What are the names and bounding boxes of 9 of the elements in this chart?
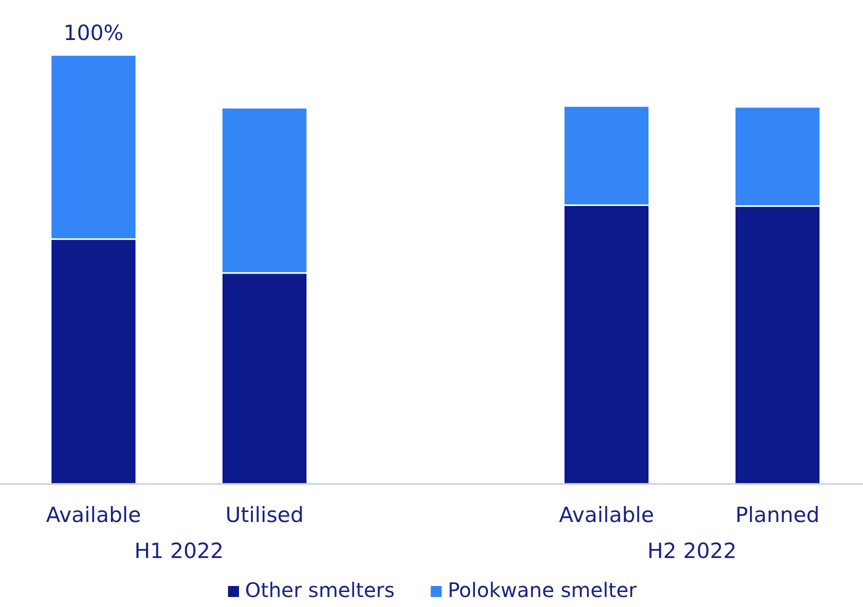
x-tick-label: Available [46,503,142,527]
text: H1 2022 [134,539,224,563]
x-tick-label: Utilised [225,503,304,527]
x-tick-label: Planned [735,503,820,527]
text: H2 2022 [647,539,737,563]
legend-label: Other smelters [245,578,395,602]
total-label: 100% [63,21,124,45]
x-tick-label: Available [558,503,654,527]
legend-label: Polokwane smelter [448,578,638,602]
